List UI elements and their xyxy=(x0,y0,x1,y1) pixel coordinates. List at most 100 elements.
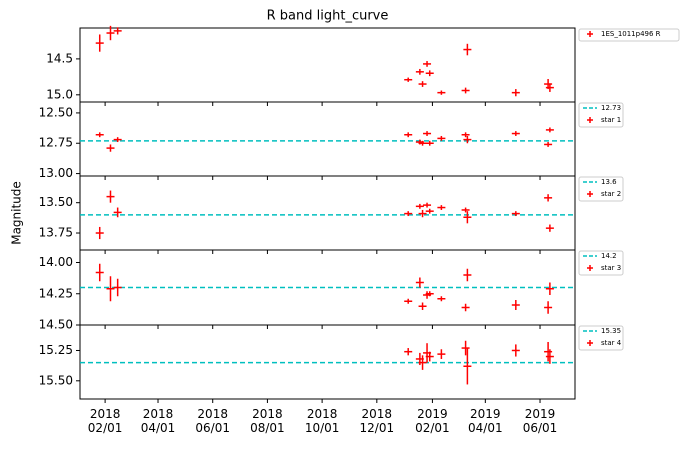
legend-label: star 4 xyxy=(601,339,622,347)
y-tick-label: 14.5 xyxy=(46,51,73,65)
data-point xyxy=(425,140,434,146)
data-point xyxy=(404,348,413,356)
data-point xyxy=(423,61,432,67)
legend-box xyxy=(578,28,680,42)
plot-frame xyxy=(79,27,576,103)
data-point xyxy=(463,43,472,56)
data-point xyxy=(425,208,434,214)
legend-label: 1ES_1011p496 R xyxy=(601,30,661,38)
data-point xyxy=(106,144,115,152)
data-point xyxy=(463,268,472,282)
data-point xyxy=(415,203,424,209)
data-point xyxy=(463,348,472,385)
data-point xyxy=(437,296,446,302)
data-point xyxy=(461,132,470,138)
x-tick-label: 2018 04/01 xyxy=(140,407,176,435)
data-point xyxy=(545,224,554,232)
legend-label: 14.2 xyxy=(601,252,617,260)
data-point xyxy=(461,207,470,213)
y-tick-label: 15.25 xyxy=(39,343,73,357)
data-point xyxy=(418,355,427,370)
legend-label: star 2 xyxy=(601,190,621,198)
data-point xyxy=(511,344,520,357)
data-point xyxy=(113,207,122,218)
x-tick-label: 2018 12/01 xyxy=(359,407,395,435)
data-point xyxy=(437,135,446,141)
data-point xyxy=(511,300,520,310)
data-point xyxy=(461,340,470,356)
y-tick-label: 15.50 xyxy=(39,373,73,387)
x-tick-label: 2018 06/01 xyxy=(195,407,230,435)
data-point xyxy=(113,137,122,143)
data-point xyxy=(461,303,470,312)
data-point xyxy=(511,131,520,136)
chart-title: R band light_curve xyxy=(267,9,389,24)
data-point xyxy=(545,349,554,364)
data-point xyxy=(425,70,434,77)
data-point xyxy=(404,211,413,217)
data-point xyxy=(415,277,424,288)
data-point xyxy=(461,87,470,94)
data-point xyxy=(511,211,520,217)
data-point xyxy=(425,351,434,362)
plot-frame xyxy=(79,175,576,251)
data-point xyxy=(95,226,104,240)
data-point xyxy=(463,211,472,224)
data-point xyxy=(423,202,432,208)
data-point xyxy=(106,25,115,41)
legend-label: star 1 xyxy=(601,116,621,124)
data-point xyxy=(418,81,427,87)
data-point xyxy=(95,34,104,52)
data-point xyxy=(437,90,446,95)
data-point xyxy=(544,194,553,202)
y-tick-label: 14.50 xyxy=(39,318,73,332)
x-tick-label: 2018 02/01 xyxy=(87,407,123,435)
data-point xyxy=(544,301,553,314)
data-point xyxy=(423,131,432,136)
data-point xyxy=(418,140,427,146)
x-tick-label: 2018 08/01 xyxy=(250,407,285,435)
y-tick-label: 13.00 xyxy=(39,166,73,180)
data-point xyxy=(404,77,413,82)
data-point xyxy=(545,83,554,92)
data-point xyxy=(511,89,520,97)
data-point xyxy=(544,341,553,362)
legend-label: 12.73 xyxy=(601,104,621,112)
legend-label: 13.6 xyxy=(601,178,617,186)
data-point xyxy=(415,68,424,75)
y-tick-label: 13.50 xyxy=(39,195,73,209)
y-tick-label: 13.75 xyxy=(39,226,73,240)
y-tick-label: 12.50 xyxy=(39,105,73,119)
data-point xyxy=(95,132,104,138)
data-point xyxy=(113,278,122,297)
data-point xyxy=(418,302,427,310)
data-point xyxy=(106,190,115,203)
data-point xyxy=(545,127,554,133)
data-point xyxy=(418,209,427,218)
y-tick-label: 14.00 xyxy=(39,255,73,269)
legend-label: 15.35 xyxy=(601,327,621,335)
x-tick-label: 2019 02/01 xyxy=(415,407,450,435)
data-point xyxy=(437,349,446,359)
data-point xyxy=(113,27,122,35)
data-point xyxy=(404,132,413,138)
data-point xyxy=(106,276,115,302)
y-tick-label: 12.75 xyxy=(39,136,73,150)
y-tick-label: 15.0 xyxy=(46,87,73,101)
data-point xyxy=(437,205,446,210)
y-tick-label: 14.25 xyxy=(39,286,73,300)
data-point xyxy=(545,282,554,295)
data-point xyxy=(95,263,104,282)
y-axis-label: Magnitude xyxy=(10,181,24,245)
data-point xyxy=(463,135,472,144)
data-point xyxy=(544,142,553,147)
legend-label: star 3 xyxy=(601,264,621,272)
x-tick-label: 2019 06/01 xyxy=(522,407,558,435)
data-point xyxy=(404,298,413,304)
x-tick-label: 2019 04/01 xyxy=(468,407,503,435)
data-point xyxy=(425,291,434,297)
plot-frame xyxy=(79,101,576,177)
x-tick-label: 2018 10/01 xyxy=(304,407,340,435)
